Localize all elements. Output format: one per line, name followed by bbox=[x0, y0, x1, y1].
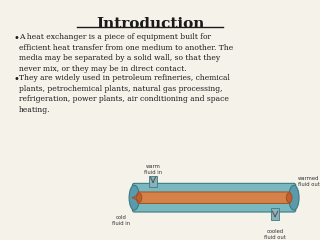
Text: •: • bbox=[13, 33, 19, 43]
Text: cold
fluid in: cold fluid in bbox=[112, 215, 130, 226]
Text: warmed
fluid out: warmed fluid out bbox=[298, 176, 319, 186]
FancyBboxPatch shape bbox=[132, 183, 296, 212]
Bar bbox=[271, 208, 279, 220]
Text: warm
fluid in: warm fluid in bbox=[144, 164, 162, 175]
Text: They are widely used in petroleum refineries, chemical
plants, petrochemical pla: They are widely used in petroleum refine… bbox=[19, 74, 230, 114]
Text: •: • bbox=[13, 74, 19, 84]
FancyBboxPatch shape bbox=[138, 192, 290, 204]
Ellipse shape bbox=[129, 185, 140, 210]
Bar bbox=[149, 176, 157, 187]
Ellipse shape bbox=[289, 185, 299, 210]
Text: A heat exchanger is a piece of equipment built for
efficient heat transfer from : A heat exchanger is a piece of equipment… bbox=[19, 33, 233, 73]
Ellipse shape bbox=[136, 193, 142, 203]
Text: cooled
fluid out: cooled fluid out bbox=[264, 229, 286, 240]
Ellipse shape bbox=[286, 193, 292, 203]
Text: Introduction: Introduction bbox=[96, 17, 204, 31]
